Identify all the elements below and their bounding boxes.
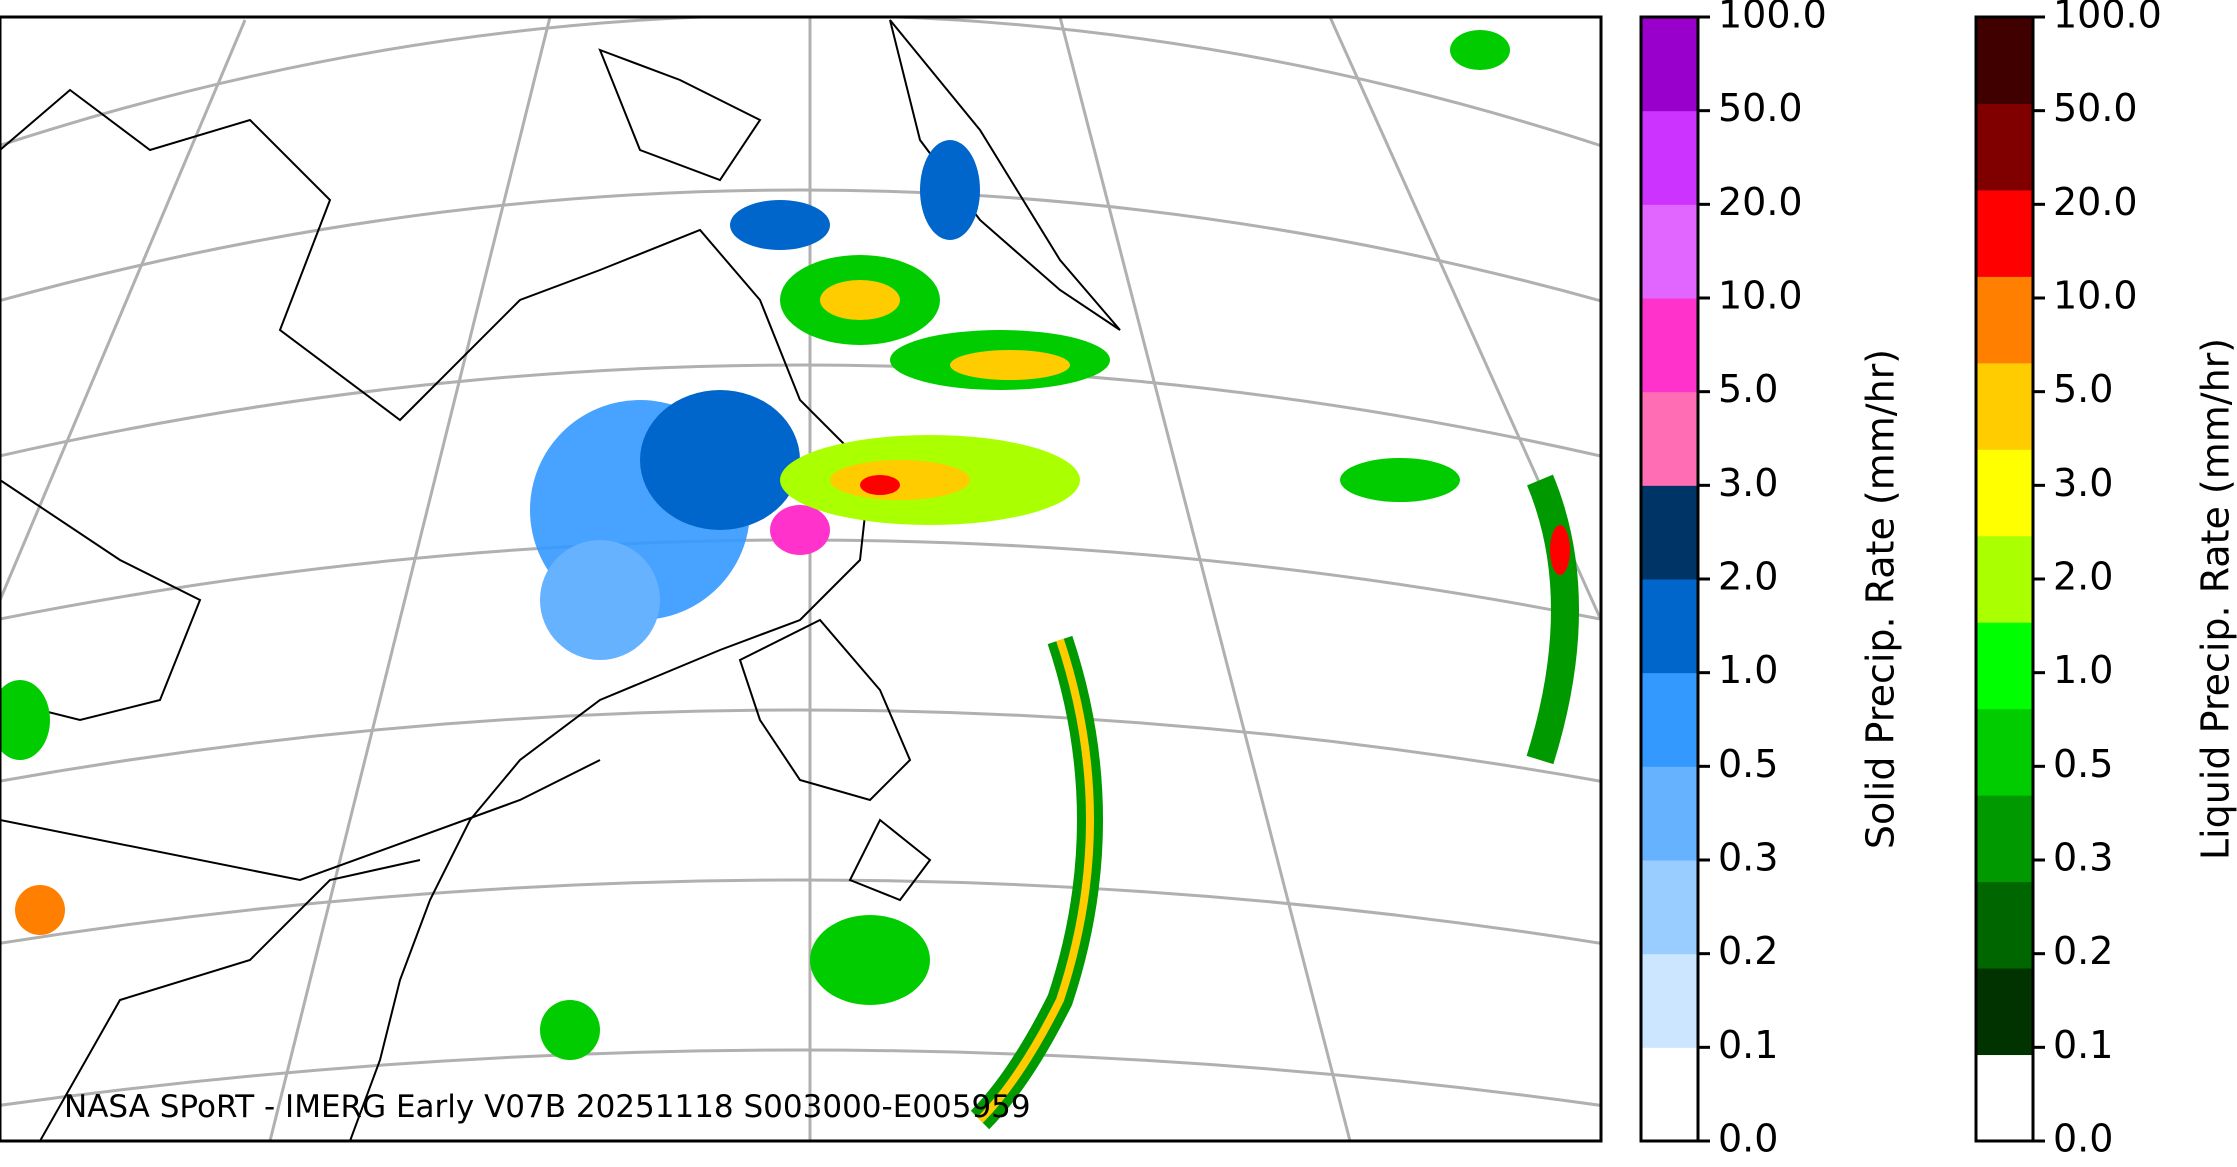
colorbar-segment <box>1976 968 2033 1056</box>
colorbar-tick-label: 0.0 <box>1718 1117 1778 1161</box>
precipitation <box>0 30 1579 1130</box>
colorbar-segment <box>1976 449 2033 537</box>
colorbar-segment <box>1976 103 2033 191</box>
colorbar-segment <box>1641 860 1698 955</box>
colorbar-tick-label: 0.0 <box>2053 1117 2113 1161</box>
colorbar-tick-label: 50.0 <box>2053 86 2138 130</box>
colorbar-tick-label: 0.3 <box>2053 836 2113 880</box>
colorbar-segment <box>1976 881 2033 969</box>
colorbar-segment <box>1976 276 2033 364</box>
colorbar-tick-label: 3.0 <box>2053 461 2113 505</box>
colorbar-tick-label: 5.0 <box>2053 367 2113 411</box>
colorbar-segment <box>1976 17 2033 104</box>
caption: NASA SPoRT - IMERG Early V07B 20251118 S… <box>64 1089 1031 1125</box>
colorbar-segment <box>1976 622 2033 710</box>
colorbar-tick-label: 0.2 <box>2053 929 2113 973</box>
colorbar-tick-label: 10.0 <box>1718 274 1803 318</box>
colorbar-label: Solid Precip. Rate (mm/hr) <box>1859 349 1903 849</box>
colorbar-segment <box>1976 362 2033 450</box>
colorbar-tick-label: 50.0 <box>1718 86 1803 130</box>
colorbar-tick-label: 0.1 <box>1718 1023 1778 1067</box>
colorbar-label: Liquid Precip. Rate (mm/hr) <box>2194 338 2237 860</box>
colorbar-tick-label: 5.0 <box>1718 367 1778 411</box>
graticule <box>0 17 1601 1141</box>
colorbar-tick-label: 0.1 <box>2053 1023 2113 1067</box>
colorbar-segment <box>1976 795 2033 883</box>
colorbar-segment <box>1641 298 1698 393</box>
colorbar-segment <box>1641 204 1698 299</box>
map-frame <box>0 15 1603 1143</box>
colorbar-tick-label: 20.0 <box>2053 180 2138 224</box>
colorbar-tick-label: 10.0 <box>2053 274 2138 318</box>
map: NASA SPoRT - IMERG Early V07B 20251118 S… <box>0 17 1601 1141</box>
colorbar-tick-label: 0.5 <box>2053 742 2113 786</box>
colorbar-tick-label: 1.0 <box>1718 648 1778 692</box>
colorbar-tick-label: 100.0 <box>2053 0 2162 37</box>
colorbar-segment <box>1641 766 1698 861</box>
colorbars: 0.0 0.1 0.2 0.3 0.5 1.0 2.0 3.0 5.0 10.0 20.0 50.0 1… <box>1639 0 2237 1161</box>
colorbar-tick-label: 100.0 <box>1718 0 1827 37</box>
coastlines <box>0 19 1121 1141</box>
colorbar-tick-label: 0.3 <box>1718 836 1778 880</box>
colorbar-segment <box>1641 17 1698 112</box>
colorbar-segment <box>1641 1047 1698 1142</box>
colorbar-segment <box>1976 189 2033 277</box>
colorbar-segment <box>1641 391 1698 486</box>
colorbar-segment <box>1641 672 1698 767</box>
colorbar-segment <box>1976 535 2033 623</box>
colorbar-tick-label: 0.5 <box>1718 742 1778 786</box>
colorbar-tick-label: 3.0 <box>1718 461 1778 505</box>
colorbar-segment <box>1641 110 1698 205</box>
colorbar-segment <box>1641 485 1698 580</box>
colorbar-tick-label: 2.0 <box>1718 555 1778 599</box>
colorbar-segment <box>1641 953 1698 1048</box>
colorbar-segment <box>1976 1054 2033 1142</box>
colorbar-tick-label: 20.0 <box>1718 180 1803 224</box>
colorbar-segment <box>1641 579 1698 674</box>
colorbar-tick-label: 2.0 <box>2053 555 2113 599</box>
colorbar-segment <box>1976 708 2033 796</box>
colorbar-tick-label: 1.0 <box>2053 648 2113 692</box>
colorbar-tick-label: 0.2 <box>1718 929 1778 973</box>
